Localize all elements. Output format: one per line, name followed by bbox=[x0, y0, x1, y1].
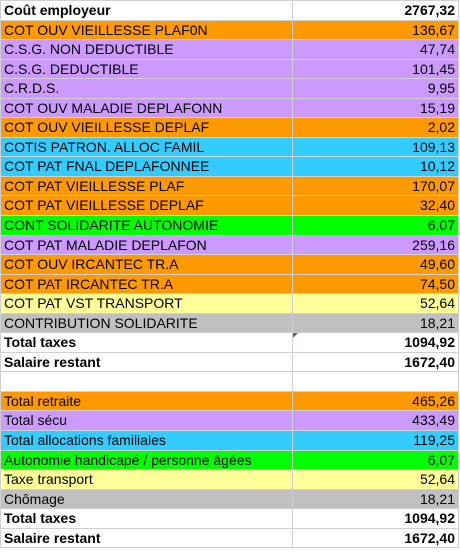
row-label-cell[interactable]: COT PAT IRCANTEC TR.A bbox=[1, 274, 293, 294]
row-label-cell[interactable]: C.S.G. NON DEDUCTIBLE bbox=[1, 40, 293, 59]
row-value-cell[interactable]: 259,16 bbox=[293, 235, 459, 255]
row-value-cell[interactable]: 9,95 bbox=[293, 79, 459, 98]
table-row[interactable]: COTIS PATRON. ALLOC FAMIL 109,13 bbox=[1, 137, 459, 158]
table-row[interactable]: Taxe transport 52,64 bbox=[1, 470, 459, 490]
row-label-cell[interactable]: COT PAT FNAL DEPLAFONNEE bbox=[1, 157, 293, 176]
table-row[interactable]: COT PAT VIEILLESSE PLAF 170,07 bbox=[1, 176, 459, 197]
table-row[interactable]: COT OUV VIEILLESSE PLAF0N 136,67 bbox=[1, 20, 459, 41]
row-value-cell[interactable]: 2,02 bbox=[293, 118, 459, 137]
row-value-cell[interactable]: 2767,32 bbox=[293, 1, 459, 20]
table-row[interactable]: Chômage 18,21 bbox=[1, 489, 459, 510]
table-row[interactable]: CONT SOLIDARITE AUTONOMIE 6,07 bbox=[1, 216, 459, 236]
row-label-cell[interactable]: C.R.D.S. bbox=[1, 79, 293, 98]
row-label-cell[interactable]: Total sécu bbox=[1, 411, 293, 431]
table-row[interactable]: Total retraite 465,26 bbox=[1, 391, 459, 412]
comment-indicator-icon bbox=[293, 333, 298, 339]
table-row[interactable]: Autonomie handicapé / personne âgées 6,07 bbox=[1, 450, 459, 471]
row-value-cell[interactable]: 18,21 bbox=[293, 489, 459, 509]
row-value-cell[interactable]: 170,07 bbox=[293, 176, 459, 196]
table-row[interactable]: COT PAT IRCANTEC TR.A 74,50 bbox=[1, 274, 459, 295]
row-value-cell[interactable]: 52,64 bbox=[293, 294, 459, 313]
row-label-cell[interactable]: Total retraite bbox=[1, 391, 293, 411]
row-value-cell[interactable]: 10,12 bbox=[293, 157, 459, 176]
table-row[interactable]: Salaire restant 1672,40 bbox=[1, 352, 459, 373]
row-label-cell[interactable]: COT OUV MALADIE DEPLAFONN bbox=[1, 98, 293, 118]
row-value-cell[interactable]: 1094,92 bbox=[293, 333, 459, 352]
row-label-cell[interactable]: Total taxes bbox=[1, 509, 293, 528]
row-label-cell[interactable]: COT PAT VIEILLESSE DEPLAF bbox=[1, 196, 293, 216]
table-row[interactable]: Total sécu 433,49 bbox=[1, 411, 459, 432]
table-row[interactable]: CONTRIBUTION SOLIDARITE 18,21 bbox=[1, 313, 459, 334]
row-label-cell[interactable]: COTIS PATRON. ALLOC FAMIL bbox=[1, 137, 293, 157]
row-label-cell[interactable]: COT PAT VIEILLESSE PLAF bbox=[1, 176, 293, 196]
row-value-cell[interactable]: 52,64 bbox=[293, 470, 459, 489]
row-label-cell[interactable]: CONTRIBUTION SOLIDARITE bbox=[1, 313, 293, 333]
table-row[interactable]: COT PAT FNAL DEPLAFONNEE 10,12 bbox=[1, 157, 459, 177]
row-value-cell[interactable]: 6,07 bbox=[293, 216, 459, 235]
row-label-cell[interactable]: Total allocations familiales bbox=[1, 431, 293, 450]
row-label-cell[interactable]: COT OUV IRCANTEC TR.A bbox=[1, 255, 293, 274]
row-label-cell[interactable]: COT PAT VST TRANSPORT bbox=[1, 294, 293, 313]
row-label-cell[interactable]: Salaire restant bbox=[1, 528, 293, 548]
row-value-cell[interactable]: 136,67 bbox=[293, 20, 459, 40]
row-label-cell[interactable]: CONT SOLIDARITE AUTONOMIE bbox=[1, 216, 293, 235]
row-label-cell[interactable]: Taxe transport bbox=[1, 470, 293, 489]
table-row[interactable]: COT PAT MALADIE DEPLAFON 259,16 bbox=[1, 235, 459, 256]
row-label-cell[interactable]: COT OUV VIEILLESSE PLAF0N bbox=[1, 20, 293, 40]
row-label-cell[interactable]: Autonomie handicapé / personne âgées bbox=[1, 450, 293, 470]
row-value-cell[interactable]: 49,60 bbox=[293, 255, 459, 274]
row-label-cell[interactable]: C.S.G. DEDUCTIBLE bbox=[1, 59, 293, 79]
row-value-cell[interactable]: 74,50 bbox=[293, 274, 459, 294]
row-label-cell[interactable]: Salaire restant bbox=[1, 352, 293, 372]
row-value-cell[interactable]: 109,13 bbox=[293, 137, 459, 157]
table-row[interactable]: COT OUV VIEILLESSE DEPLAF 2,02 bbox=[1, 118, 459, 138]
row-value-cell[interactable]: 47,74 bbox=[293, 40, 459, 59]
row-value-cell[interactable]: 1672,40 bbox=[293, 528, 459, 548]
table-row[interactable]: Salaire restant 1672,40 bbox=[1, 528, 459, 549]
table-row[interactable]: COT OUV MALADIE DEPLAFONN 15,19 bbox=[1, 98, 459, 119]
row-value-cell[interactable]: 1094,92 bbox=[293, 509, 459, 528]
table-row[interactable]: Total taxes 1094,92 bbox=[1, 333, 459, 353]
row-value-cell[interactable]: 433,49 bbox=[293, 411, 459, 431]
table-row[interactable]: C.R.D.S. 9,95 bbox=[1, 79, 459, 99]
empty-cell[interactable] bbox=[293, 372, 459, 391]
row-value-cell[interactable]: 32,40 bbox=[293, 196, 459, 216]
row-value-cell[interactable]: 6,07 bbox=[293, 450, 459, 470]
row-label-cell[interactable]: COT PAT MALADIE DEPLAFON bbox=[1, 235, 293, 255]
table-row[interactable]: COT OUV IRCANTEC TR.A 49,60 bbox=[1, 255, 459, 275]
table-row[interactable]: COT PAT VIEILLESSE DEPLAF 32,40 bbox=[1, 196, 459, 217]
table-row[interactable]: C.S.G. DEDUCTIBLE 101,45 bbox=[1, 59, 459, 80]
row-value-cell[interactable]: 15,19 bbox=[293, 98, 459, 118]
detail-rows: Coût employeur 2767,32 COT OUV VIEILLESSE … bbox=[1, 1, 459, 373]
empty-cell[interactable] bbox=[1, 372, 293, 391]
row-value-cell[interactable]: 18,21 bbox=[293, 313, 459, 333]
summary-rows: Total retraite 465,26 Total sécu 433,49 Tota… bbox=[1, 391, 459, 549]
table-row[interactable]: COT PAT VST TRANSPORT 52,64 bbox=[1, 294, 459, 314]
row-value-cell[interactable]: 1672,40 bbox=[293, 352, 459, 372]
row-value-cell[interactable]: 119,25 bbox=[293, 431, 459, 450]
table-row[interactable]: Total allocations familiales 119,25 bbox=[1, 431, 459, 451]
table-row[interactable]: Coût employeur 2767,32 bbox=[1, 1, 459, 21]
table-row[interactable]: C.S.G. NON DEDUCTIBLE 47,74 bbox=[1, 40, 459, 60]
row-label-cell[interactable]: COT OUV VIEILLESSE DEPLAF bbox=[1, 118, 293, 137]
row-label-cell[interactable]: Chômage bbox=[1, 489, 293, 509]
table-row[interactable]: Total taxes 1094,92 bbox=[1, 509, 459, 529]
row-label-cell[interactable]: Total taxes bbox=[1, 333, 293, 352]
row-value-cell[interactable]: 465,26 bbox=[293, 391, 459, 411]
row-label-cell[interactable]: Coût employeur bbox=[1, 1, 293, 20]
row-value-cell[interactable]: 101,45 bbox=[293, 59, 459, 79]
empty-row[interactable] bbox=[1, 372, 459, 392]
